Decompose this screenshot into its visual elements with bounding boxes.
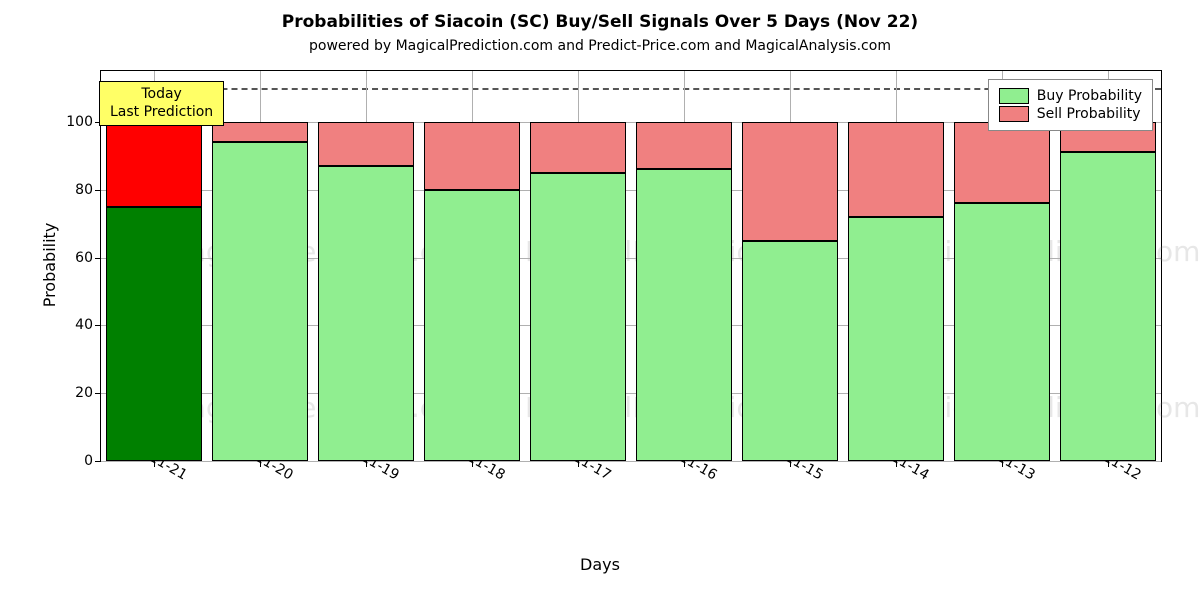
ytick-label: 60 bbox=[75, 250, 101, 266]
bar-buy bbox=[848, 217, 943, 461]
bar-sell bbox=[848, 122, 943, 217]
bar-buy bbox=[424, 190, 519, 461]
bar-buy bbox=[636, 169, 731, 461]
plot-area: MagicalPrediction.comMagicalPrediction.c… bbox=[100, 70, 1162, 462]
bar-buy bbox=[318, 166, 413, 461]
legend-label: Sell Probability bbox=[1037, 106, 1141, 122]
bar-sell bbox=[530, 122, 625, 173]
bar-buy bbox=[212, 142, 307, 461]
legend-item: Buy Probability bbox=[999, 88, 1142, 104]
bar-buy bbox=[530, 173, 625, 461]
chart-title: Probabilities of Siacoin (SC) Buy/Sell S… bbox=[0, 12, 1200, 32]
bar-buy bbox=[1060, 152, 1155, 461]
bar-sell bbox=[106, 122, 201, 207]
ytick-label: 40 bbox=[75, 317, 101, 333]
annotation-line2: Last Prediction bbox=[110, 104, 213, 122]
legend-label: Buy Probability bbox=[1037, 88, 1142, 104]
bar-group bbox=[530, 71, 625, 461]
bar-sell bbox=[636, 122, 731, 169]
bar-group bbox=[106, 71, 201, 461]
legend-swatch bbox=[999, 106, 1029, 122]
ytick-label: 0 bbox=[84, 453, 101, 469]
bar-sell bbox=[318, 122, 413, 166]
bar-sell bbox=[742, 122, 837, 241]
ytick-label: 20 bbox=[75, 385, 101, 401]
bar-group bbox=[212, 71, 307, 461]
bar-group bbox=[424, 71, 519, 461]
annotation-today: TodayLast Prediction bbox=[99, 81, 224, 126]
x-axis-label: Days bbox=[0, 555, 1200, 574]
legend-swatch bbox=[999, 88, 1029, 104]
chart-subtitle: powered by MagicalPrediction.com and Pre… bbox=[0, 38, 1200, 54]
annotation-line1: Today bbox=[110, 86, 213, 104]
legend: Buy Probability Sell Probability bbox=[988, 79, 1153, 131]
bar-sell bbox=[424, 122, 519, 190]
ytick-label: 80 bbox=[75, 182, 101, 198]
bar-group bbox=[636, 71, 731, 461]
bar-group bbox=[318, 71, 413, 461]
ytick-label: 100 bbox=[66, 114, 101, 130]
bar-group bbox=[848, 71, 943, 461]
chart-container: Probabilities of Siacoin (SC) Buy/Sell S… bbox=[0, 0, 1200, 600]
bar-group bbox=[742, 71, 837, 461]
bar-sell bbox=[954, 122, 1049, 203]
legend-item: Sell Probability bbox=[999, 106, 1142, 122]
bar-buy bbox=[106, 207, 201, 461]
y-axis-label: Probability bbox=[40, 223, 59, 308]
bar-buy bbox=[954, 203, 1049, 461]
bar-sell bbox=[212, 122, 307, 142]
bar-buy bbox=[742, 241, 837, 461]
